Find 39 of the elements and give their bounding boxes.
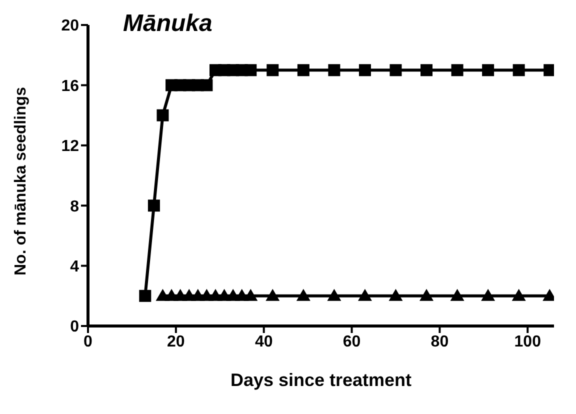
y-tick-label: 4: [70, 258, 80, 276]
x-tick-label: 40: [254, 333, 273, 350]
point: [244, 64, 257, 76]
y-axis-title: No. of mānuka seedlings: [12, 86, 30, 276]
point: [244, 288, 258, 301]
y-tick-label: 12: [61, 138, 80, 156]
x-tick-label: 20: [167, 333, 185, 350]
y-tick-label: 0: [70, 318, 80, 336]
point: [327, 288, 342, 301]
x-tick-label: 0: [84, 333, 93, 350]
point: [358, 288, 372, 301]
point: [328, 64, 340, 76]
point: [451, 64, 464, 76]
x-tick-label: 60: [342, 333, 361, 350]
y-tick-label: 8: [70, 198, 80, 216]
point: [296, 288, 310, 301]
point: [420, 64, 433, 76]
point: [266, 64, 279, 76]
point: [266, 288, 280, 301]
point: [139, 290, 152, 302]
point: [481, 288, 496, 301]
point: [482, 64, 494, 76]
point: [156, 109, 169, 122]
chart-title: Mānuka: [123, 10, 212, 38]
point: [200, 79, 213, 92]
x-tick-label: 100: [514, 333, 542, 350]
point: [390, 64, 402, 76]
x-axis-title: Days since treatment: [230, 370, 412, 390]
point: [358, 64, 371, 76]
point: [148, 200, 160, 212]
x-tick-label: 80: [430, 333, 449, 350]
point: [512, 288, 526, 301]
point: [420, 288, 434, 301]
y-tick-label: 16: [61, 78, 80, 95]
y-tick-label: 20: [61, 18, 80, 35]
point: [512, 64, 525, 76]
point: [297, 64, 310, 76]
point: [388, 288, 403, 301]
point: [450, 288, 464, 301]
